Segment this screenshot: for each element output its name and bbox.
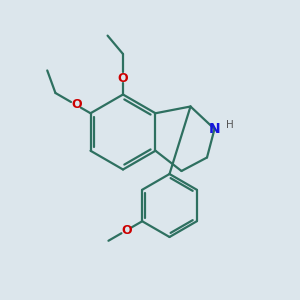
Text: H: H (226, 120, 234, 130)
Text: O: O (121, 224, 132, 237)
Text: O: O (71, 98, 82, 112)
Text: N: N (209, 122, 220, 136)
Text: O: O (118, 71, 128, 85)
